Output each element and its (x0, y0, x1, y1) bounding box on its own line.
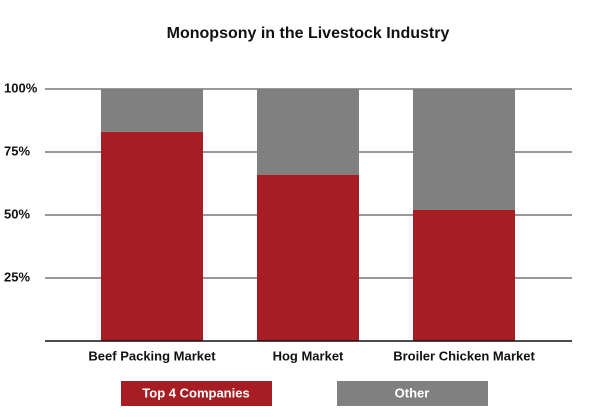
legend-label: Top 4 Companies (142, 385, 249, 400)
y-tick-label: 50% (4, 206, 30, 221)
y-tick-label: 25% (4, 269, 30, 284)
bar-segment (413, 89, 515, 210)
chart-title: Monopsony in the Livestock Industry (167, 25, 450, 42)
x-tick-label: Hog Market (273, 348, 344, 363)
legend-swatch (121, 381, 272, 406)
bar-segment (257, 89, 359, 175)
legend-swatch (337, 381, 488, 406)
bar-segment (257, 174, 359, 341)
legend-label: Other (395, 385, 430, 400)
x-tick-label: Broiler Chicken Market (393, 348, 535, 363)
bar-segment (101, 89, 203, 132)
x-tick-label: Beef Packing Market (88, 348, 216, 363)
y-tick-label: 75% (4, 143, 30, 158)
bar-segment (413, 209, 515, 341)
bar-segment (101, 131, 203, 341)
y-tick-label: 100% (4, 80, 38, 95)
